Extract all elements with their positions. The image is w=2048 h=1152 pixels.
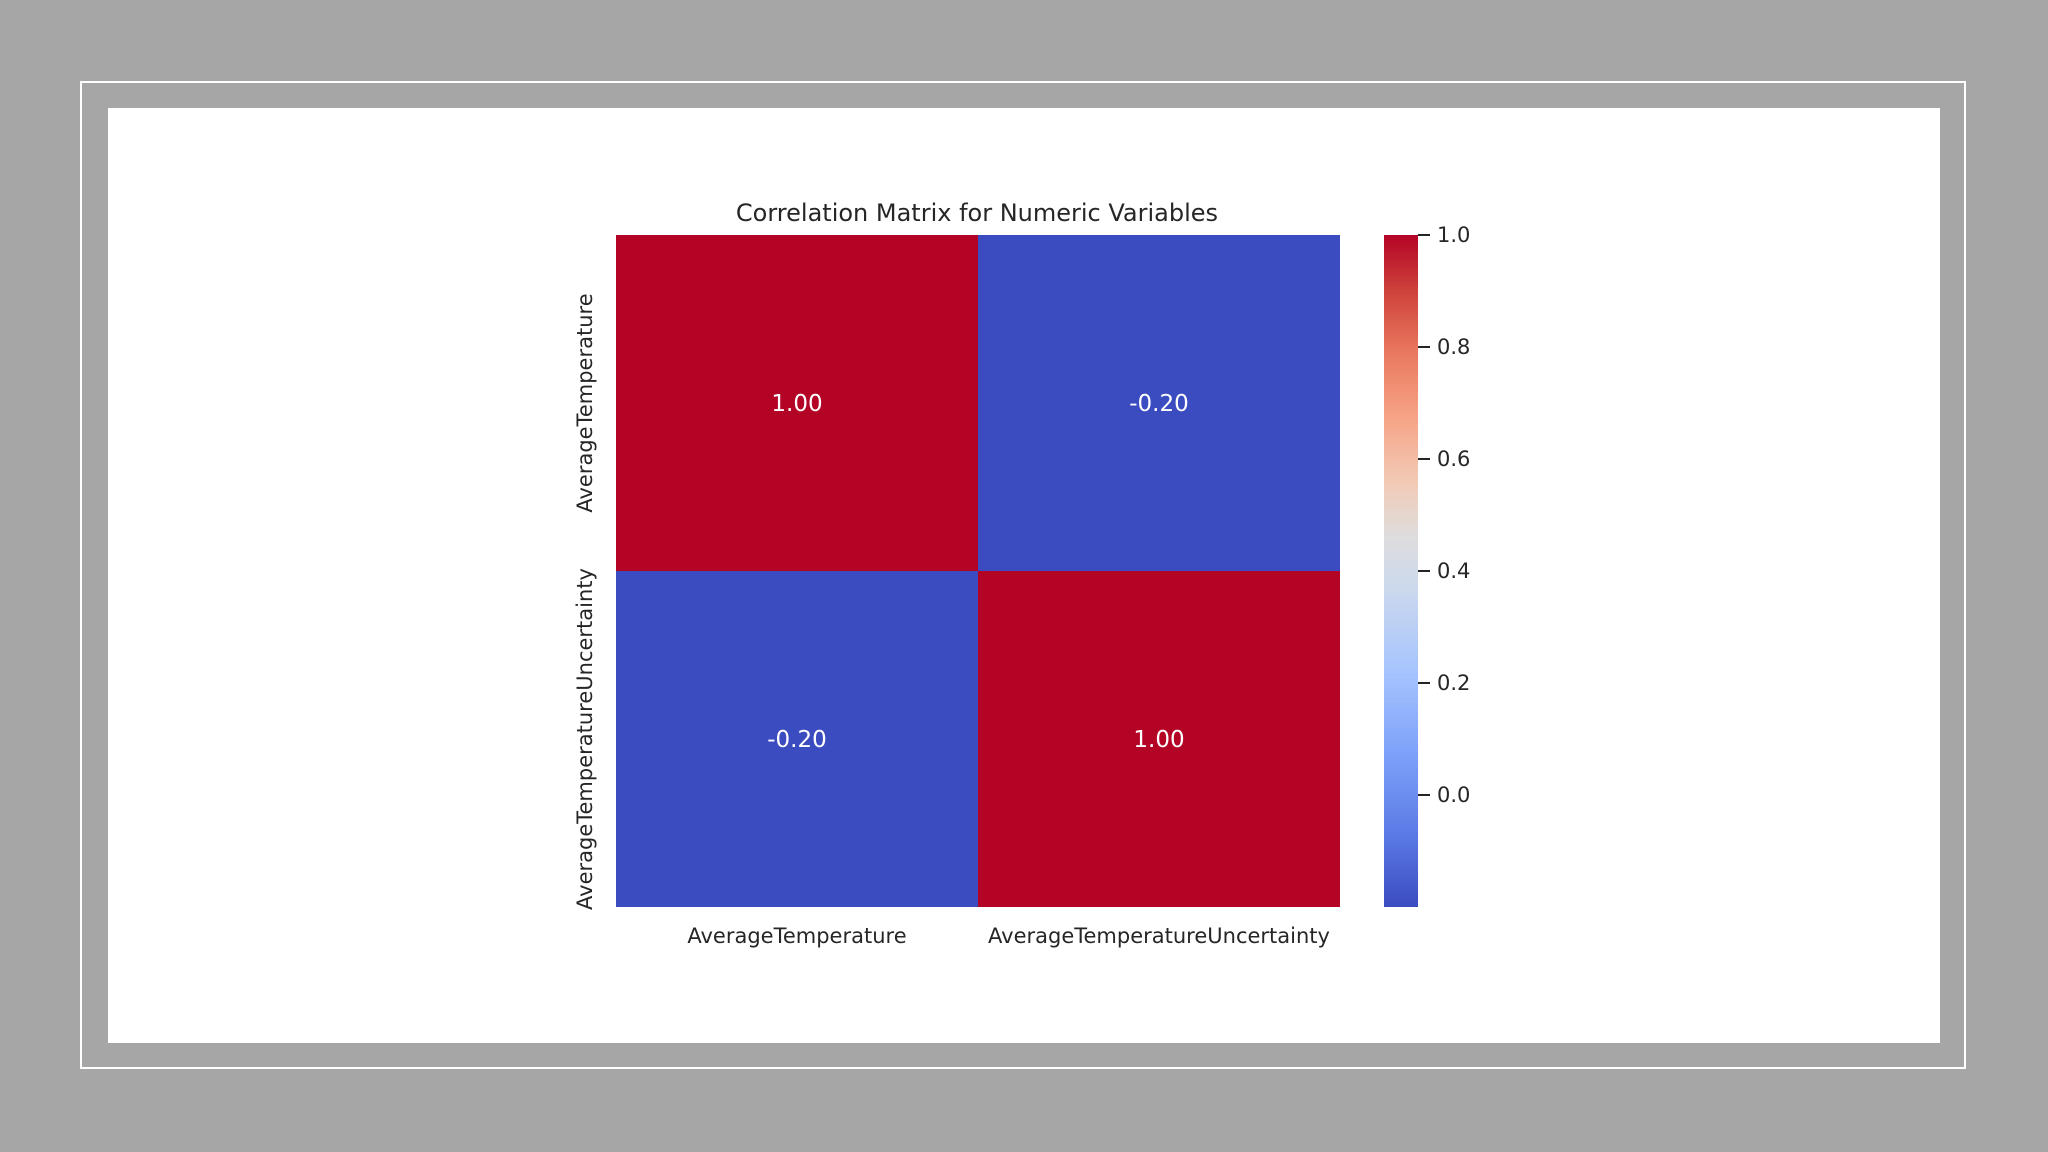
cell-annotation: -0.20 (767, 727, 827, 753)
colorbar-tick-label: 0.2 (1437, 671, 1470, 695)
colorbar-tick-label: 0.0 (1437, 783, 1470, 807)
outer-frame (80, 81, 1966, 1069)
colorbar-tick-label: 0.4 (1437, 559, 1470, 583)
x-tick-label: AverageTemperatureUncertainty (988, 924, 1330, 948)
heatmap-cell (616, 571, 978, 907)
heatmap-cells: 1.00 -0.20 -0.20 1.00 (616, 235, 1340, 907)
y-tick-labels: AverageTemperature AverageTemperatureUnce… (573, 293, 597, 910)
heatmap-cell (978, 571, 1340, 907)
colorbar (1384, 235, 1418, 907)
heatmap-cell (978, 235, 1340, 571)
heatmap-cell (616, 235, 978, 571)
x-tick-labels: AverageTemperature AverageTemperatureUnce… (687, 924, 1330, 948)
colorbar-ticks: 1.0 0.8 0.6 0.4 0.2 0.0 (1418, 223, 1470, 807)
x-tick-label: AverageTemperature (687, 924, 906, 948)
y-tick-label: AverageTemperature (573, 293, 597, 512)
cell-annotation: -0.20 (1129, 391, 1189, 417)
colorbar-tick-label: 0.8 (1437, 335, 1470, 359)
colorbar-tick-label: 1.0 (1437, 223, 1470, 247)
cell-annotation: 1.00 (771, 391, 822, 417)
colorbar-tick-label: 0.6 (1437, 447, 1470, 471)
cell-annotation: 1.00 (1133, 727, 1184, 753)
y-tick-label: AverageTemperatureUncertainty (573, 568, 597, 910)
chart-title: Correlation Matrix for Numeric Variables (736, 199, 1218, 227)
